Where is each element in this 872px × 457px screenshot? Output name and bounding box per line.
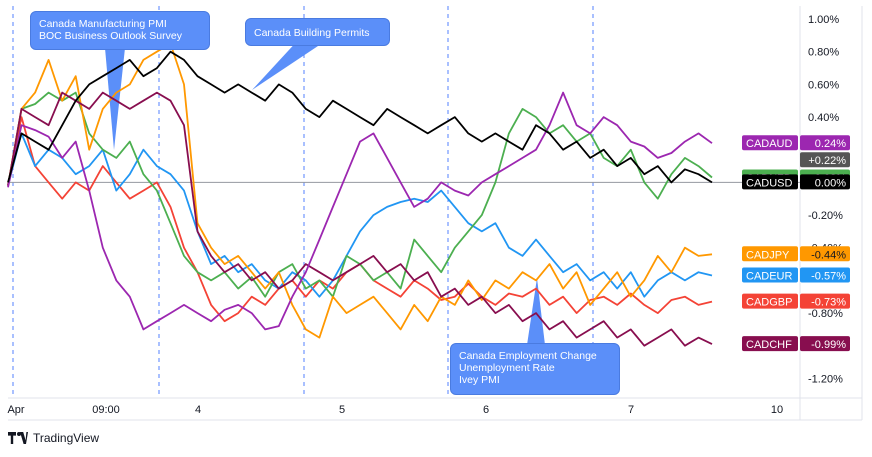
tag-name-cadeur: CADEUR bbox=[746, 271, 793, 283]
annotation-pointer bbox=[527, 278, 545, 345]
y-tick-label: 0.60% bbox=[808, 79, 839, 91]
annotation-manufacturing-pmi[interactable]: Canada Manufacturing PMI BOC Business Ou… bbox=[30, 11, 210, 50]
tag-value-cadgbp: -0.73% bbox=[811, 297, 846, 309]
x-tick-label: 09:00 bbox=[92, 404, 120, 416]
tag-value-cadjpy-bg bbox=[800, 246, 850, 262]
tag-value-cadjpy: -0.44% bbox=[811, 249, 846, 261]
tag-change-cadaud: +0.22% bbox=[808, 155, 846, 167]
tag-change-cadaud-bg bbox=[800, 152, 850, 168]
series-line-cadeur bbox=[7, 132, 713, 298]
tradingview-logo-icon bbox=[8, 432, 28, 444]
tag-name-cadusd-bg bbox=[742, 174, 798, 190]
annotation-line: Canada Employment Change bbox=[459, 350, 597, 362]
tag-value-cadaud: 0.24% bbox=[815, 138, 846, 150]
x-tick-label: 6 bbox=[483, 404, 489, 416]
tag-value-cadeur: -0.57% bbox=[811, 271, 846, 283]
y-tick-label: -0.80% bbox=[808, 308, 843, 320]
tag-name-cadgbp-bg bbox=[742, 293, 798, 309]
tag-name-cadeur-bg bbox=[742, 267, 798, 283]
series-line-cadgbp bbox=[7, 116, 713, 323]
annotation-line: Canada Building Permits bbox=[254, 27, 370, 39]
footer-brand: TradingView bbox=[33, 431, 100, 445]
tag-value-cadchf: -0.99% bbox=[811, 339, 846, 351]
tag-name-cadaud: CADAUD bbox=[746, 138, 793, 150]
tag-value-cadchf-bg bbox=[800, 336, 850, 352]
y-tick-label: -0.20% bbox=[808, 210, 843, 222]
x-tick-label: Apr bbox=[7, 404, 24, 416]
annotation-line: Unemployment Rate bbox=[459, 362, 555, 374]
x-tick-label: 7 bbox=[628, 404, 634, 416]
tag-name-cadjpy: CADJPY bbox=[746, 249, 790, 261]
x-tick-label: 10 bbox=[771, 404, 783, 416]
footer: TradingView bbox=[8, 431, 99, 445]
annotation-line: Canada Manufacturing PMI bbox=[39, 18, 167, 30]
tag-value-cadusd: 0.00% bbox=[815, 177, 846, 189]
series-line-cadjpy bbox=[7, 42, 713, 339]
series-line-cadaud bbox=[7, 91, 713, 331]
tag-name-cadusd: CADUSD bbox=[746, 177, 793, 189]
series-line-cadchf bbox=[7, 91, 713, 347]
annotation-line: BOC Business Outlook Survey bbox=[39, 30, 182, 42]
series-line-cadusd bbox=[7, 50, 713, 184]
tag-name-cadaud-bg bbox=[742, 135, 798, 151]
annotation-employment-change[interactable]: Canada Employment Change Unemployment Ra… bbox=[450, 343, 620, 395]
tag-name-cadgbp: CADGBP bbox=[746, 297, 792, 309]
tag-name-cadjpy-bg bbox=[742, 246, 798, 262]
annotation-pointer bbox=[252, 38, 318, 90]
annotation-line: Ivey PMI bbox=[459, 374, 500, 386]
tag-value-cadusd-bg bbox=[800, 174, 850, 190]
tag-value-cadgbp-bg bbox=[800, 293, 850, 309]
tag-name-cadchf-bg bbox=[742, 336, 798, 352]
y-tick-label: 0.40% bbox=[808, 112, 839, 124]
tag-value-cadeur-bg bbox=[800, 267, 850, 283]
y-tick-label: 1.00% bbox=[808, 14, 839, 26]
tag-value-cadaud-bg bbox=[800, 135, 850, 151]
annotation-building-permits[interactable]: Canada Building Permits bbox=[245, 18, 390, 46]
x-tick-label: 4 bbox=[195, 404, 201, 416]
y-tick-label: -1.20% bbox=[808, 373, 843, 385]
x-tick-label: 5 bbox=[339, 404, 345, 416]
y-tick-label: 0.80% bbox=[808, 47, 839, 59]
tag-name-cadchf: CADCHF bbox=[746, 339, 792, 351]
